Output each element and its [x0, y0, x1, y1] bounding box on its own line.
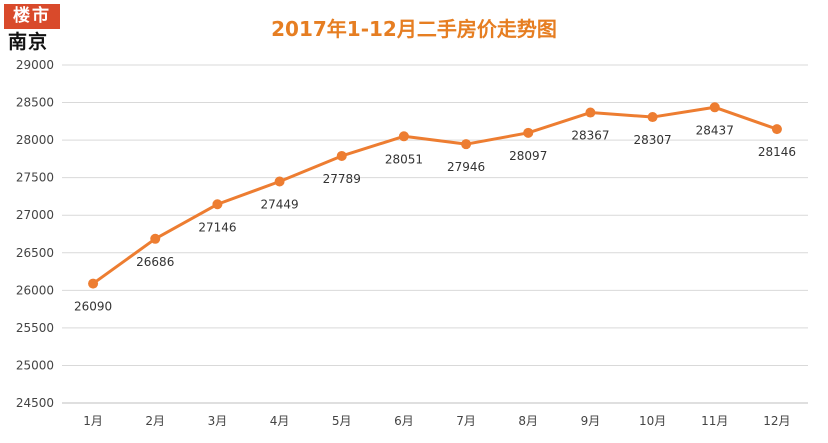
- x-tick-label: 6月: [394, 414, 414, 428]
- data-point: [336, 150, 347, 161]
- data-point: [585, 107, 596, 118]
- data-point: [523, 127, 534, 138]
- x-tick-label: 7月: [456, 414, 476, 428]
- grid-lines: [62, 64, 808, 404]
- y-tick-label: 26000: [16, 283, 54, 297]
- data-point: [88, 278, 99, 289]
- data-point: [398, 131, 409, 142]
- y-tick-label: 26500: [16, 246, 54, 260]
- logo-top-text: 楼市: [4, 4, 60, 29]
- y-tick-label: 25000: [16, 358, 54, 372]
- data-label: 28097: [509, 149, 547, 163]
- y-tick-label: 28000: [16, 133, 54, 147]
- y-tick-label: 27000: [16, 208, 54, 222]
- data-label: 27946: [447, 160, 485, 174]
- y-tick-label: 28500: [16, 96, 54, 110]
- x-tick-label: 2月: [145, 414, 165, 428]
- logo-bottom-text: 南京: [4, 29, 60, 56]
- data-label: 27449: [260, 197, 298, 211]
- y-tick-label: 25500: [16, 321, 54, 335]
- x-axis: 1月 2月 3月 4月 5月 6月 7月 8月 9月 10月 11月 12月: [83, 414, 790, 428]
- data-label: 27146: [198, 220, 236, 234]
- data-point: [212, 199, 223, 210]
- y-axis: 24500 25000 25500 26000 26500 27000 27500 28000…: [16, 58, 54, 410]
- x-tick-label: 1月: [83, 414, 103, 428]
- x-tick-label: 9月: [581, 414, 601, 428]
- data-point: [461, 139, 472, 150]
- y-tick-label: 27500: [16, 171, 54, 185]
- data-label: 28051: [385, 152, 423, 166]
- series-line: [92, 105, 778, 285]
- data-label: 28437: [696, 123, 734, 137]
- x-tick-label: 8月: [518, 414, 538, 428]
- data-labels: 26090 26686 27146 27449 27789 28051 27946 28097…: [74, 123, 796, 313]
- data-point: [274, 176, 285, 187]
- data-point: [150, 233, 161, 244]
- chart-title: 2017年1-12月二手房价走势图: [271, 17, 557, 41]
- x-tick-label: 5月: [332, 414, 352, 428]
- x-tick-label: 12月: [763, 414, 790, 428]
- data-label: 28146: [758, 145, 796, 159]
- data-label: 26686: [136, 255, 174, 269]
- x-tick-label: 3月: [208, 414, 228, 428]
- y-tick-label: 24500: [16, 396, 54, 410]
- data-label: 27789: [323, 172, 361, 186]
- x-tick-label: 10月: [639, 414, 666, 428]
- data-point: [647, 112, 658, 123]
- data-point: [771, 124, 782, 135]
- data-label: 28307: [633, 133, 671, 147]
- series-layer: [88, 102, 782, 289]
- x-tick-label: 11月: [701, 414, 728, 428]
- data-label: 26090: [74, 300, 112, 314]
- logo: 楼市 南京: [4, 4, 60, 56]
- x-tick-label: 4月: [270, 414, 290, 428]
- y-tick-label: 29000: [16, 58, 54, 72]
- data-label: 28367: [571, 129, 609, 143]
- data-point: [709, 102, 720, 113]
